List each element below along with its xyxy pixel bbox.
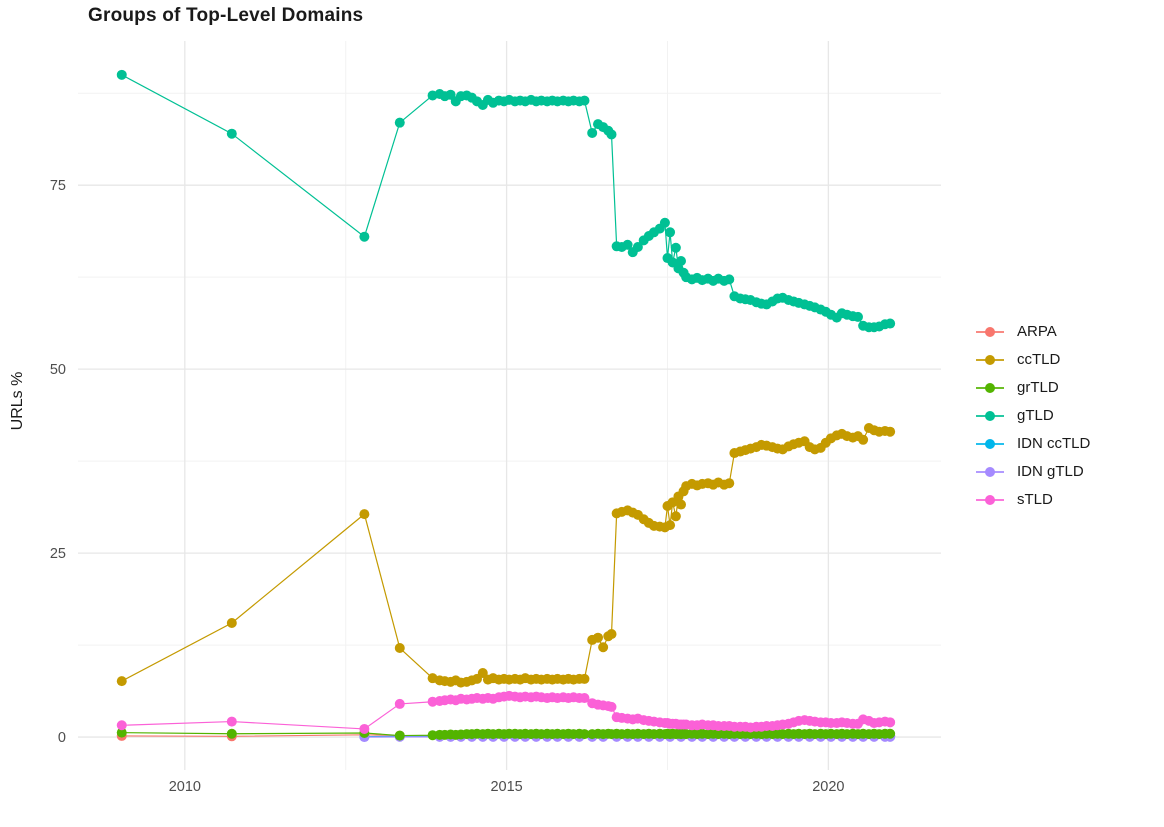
chart-title: Groups of Top-Level Domains xyxy=(88,5,364,26)
y-tick-label: 50 xyxy=(50,362,66,378)
data-point-ccTLD xyxy=(665,520,676,531)
legend-label: IDN gTLD xyxy=(1017,463,1084,480)
legend-key-dot xyxy=(985,438,995,449)
x-tick-label: 2020 xyxy=(812,779,844,795)
data-point-sTLD xyxy=(606,701,617,712)
data-point-grTLD xyxy=(885,728,896,739)
legend-key-icon xyxy=(976,466,1004,478)
data-point-ccTLD xyxy=(670,511,681,522)
data-point-ccTLD xyxy=(592,632,603,643)
data-point-ccTLD xyxy=(598,642,609,653)
data-point-gTLD xyxy=(359,231,370,242)
legend-key-dot xyxy=(985,494,995,505)
data-point-gTLD xyxy=(587,127,598,138)
legend-label: ccTLD xyxy=(1017,351,1061,368)
legend-key-dot xyxy=(985,354,995,365)
data-point-ccTLD xyxy=(394,643,405,654)
legend-key-icon xyxy=(976,494,1004,506)
legend-key-icon xyxy=(976,410,1004,422)
data-point-gTLD xyxy=(676,255,687,266)
data-point-sTLD xyxy=(885,717,896,728)
data-point-gTLD xyxy=(226,128,237,139)
y-tick-label: 0 xyxy=(58,730,66,746)
data-point-sTLD xyxy=(394,698,405,709)
data-point-gTLD xyxy=(622,239,633,250)
legend-label: IDN ccTLD xyxy=(1017,435,1091,452)
data-point-ccTLD xyxy=(359,509,370,520)
legend-item-IDN-gTLD: IDN gTLD xyxy=(976,462,1090,481)
legend-item-grTLD: grTLD xyxy=(976,378,1090,397)
data-point-gTLD xyxy=(724,274,735,285)
data-point-grTLD xyxy=(116,727,127,738)
data-point-gTLD xyxy=(852,311,863,322)
data-point-gTLD xyxy=(116,69,127,80)
data-point-gTLD xyxy=(659,217,670,228)
legend-label: ARPA xyxy=(1017,323,1057,340)
data-point-ccTLD xyxy=(676,499,687,510)
legend-item-IDN-ccTLD: IDN ccTLD xyxy=(976,434,1090,453)
data-point-gTLD xyxy=(665,227,676,238)
y-tick-label: 75 xyxy=(50,178,66,194)
legend-label: grTLD xyxy=(1017,379,1059,396)
data-point-gTLD xyxy=(394,117,405,128)
data-point-grTLD xyxy=(394,730,405,741)
legend-item-sTLD: sTLD xyxy=(976,490,1090,509)
data-point-grTLD xyxy=(579,729,590,740)
legend-item-ARPA: ARPA xyxy=(976,322,1090,341)
legend-key-icon xyxy=(976,354,1004,366)
data-point-gTLD xyxy=(579,95,590,106)
legend-label: gTLD xyxy=(1017,407,1054,424)
legend-label: sTLD xyxy=(1017,491,1053,508)
legend-key-dot xyxy=(985,466,995,477)
data-point-gTLD xyxy=(885,318,896,329)
data-point-gTLD xyxy=(670,242,681,253)
data-point-ccTLD xyxy=(724,478,735,489)
data-point-sTLD xyxy=(116,720,127,731)
legend-key-icon xyxy=(976,438,1004,450)
x-tick-label: 2015 xyxy=(490,779,522,795)
data-point-ccTLD xyxy=(579,673,590,684)
data-point-sTLD xyxy=(359,723,370,734)
legend-item-ccTLD: ccTLD xyxy=(976,350,1090,369)
data-point-grTLD xyxy=(226,728,237,739)
data-point-ccTLD xyxy=(885,426,896,437)
data-point-ccTLD xyxy=(226,617,237,628)
data-point-sTLD xyxy=(579,693,590,704)
data-point-sTLD xyxy=(226,716,237,727)
data-point-ccTLD xyxy=(116,676,127,687)
data-point-gTLD xyxy=(632,242,643,253)
data-point-gTLD xyxy=(606,129,617,140)
legend-item-gTLD: gTLD xyxy=(976,406,1090,425)
y-tick-label: 25 xyxy=(50,546,66,562)
legend: ARPA ccTLD grTLD gTLD IDN ccTLD IDN gTLD sTLD xyxy=(976,322,1090,509)
legend-key-icon xyxy=(976,382,1004,394)
legend-key-dot xyxy=(985,410,995,421)
legend-key-dot xyxy=(985,382,995,393)
legend-key-dot xyxy=(985,326,995,337)
data-point-grTLD xyxy=(427,730,438,741)
legend-key-icon xyxy=(976,326,1004,338)
data-point-ccTLD xyxy=(858,434,869,445)
x-tick-label: 2010 xyxy=(169,779,201,795)
y-axis-title: URLs % xyxy=(9,371,26,431)
data-point-ccTLD xyxy=(606,629,617,640)
